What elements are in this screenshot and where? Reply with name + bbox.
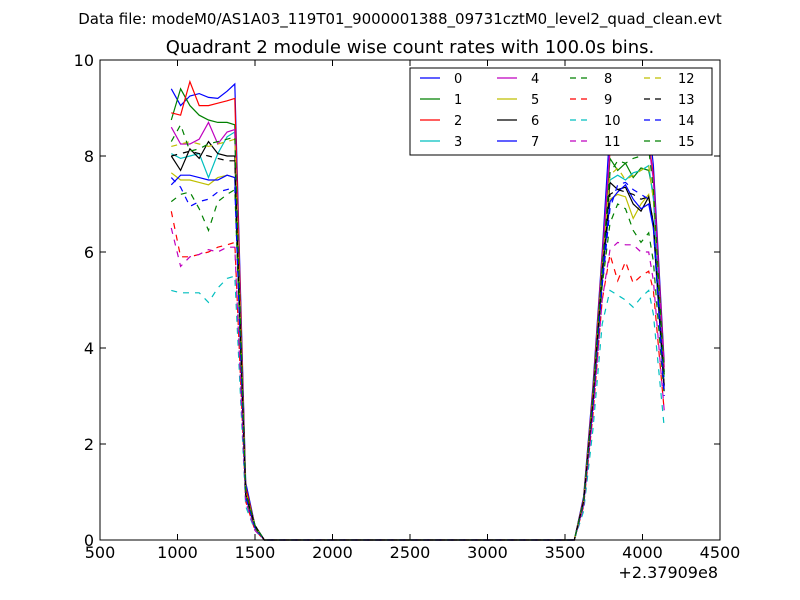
legend-label-2: 2 <box>454 114 462 129</box>
legend-label-1: 1 <box>454 93 462 108</box>
y-tick-label: 4 <box>84 339 94 358</box>
data-file-label: Data file: modeM0/AS1A03_119T01_90000013… <box>78 10 722 29</box>
legend-box <box>409 67 713 156</box>
legend-label-6: 6 <box>531 114 539 129</box>
legend-label-5: 5 <box>531 93 539 108</box>
y-tick-label: 8 <box>84 147 94 166</box>
x-tick-label: 3500 <box>545 543 586 562</box>
x-tick-label: 1500 <box>235 543 276 562</box>
legend-label-7: 7 <box>531 135 539 150</box>
legend-label-10: 10 <box>604 114 621 129</box>
legend-label-14: 14 <box>678 114 695 129</box>
legend-label-9: 9 <box>604 93 612 108</box>
x-tick-label: 2000 <box>312 543 353 562</box>
x-tick-label: 1000 <box>157 543 198 562</box>
legend-label-12: 12 <box>678 72 695 87</box>
legend-label-11: 11 <box>604 135 621 150</box>
chart-title: Quadrant 2 module wise count rates with … <box>166 37 655 58</box>
x-offset-label: +2.37909e8 <box>618 563 718 582</box>
legend-label-4: 4 <box>531 72 539 87</box>
series-line-13 <box>171 150 665 541</box>
y-tick-label: 0 <box>84 531 94 550</box>
legend-label-15: 15 <box>678 135 695 150</box>
legend-label-0: 0 <box>454 72 462 87</box>
legend-label-8: 8 <box>604 72 612 87</box>
legend-label-13: 13 <box>678 93 695 108</box>
y-tick-label: 2 <box>84 435 94 454</box>
series-line-10 <box>171 275 665 541</box>
x-tick-label: 4000 <box>622 543 663 562</box>
series-line-11 <box>170 227 665 541</box>
series-line-8 <box>170 188 665 541</box>
series-line-12 <box>171 138 665 541</box>
x-tick-label: 2500 <box>390 543 431 562</box>
y-tick-label: 10 <box>74 51 94 70</box>
x-tick-label: 4500 <box>700 543 741 562</box>
series-line-15 <box>170 123 665 541</box>
y-tick-label: 6 <box>84 243 94 262</box>
legend-label-3: 3 <box>454 135 462 150</box>
x-tick-label: 3000 <box>467 543 508 562</box>
x-tick-label: 500 <box>85 543 116 562</box>
axis-layer: 500 1000 1500 2000 2500 3000 3500 4000 4500 0 2 4 6 8… <box>74 51 741 562</box>
